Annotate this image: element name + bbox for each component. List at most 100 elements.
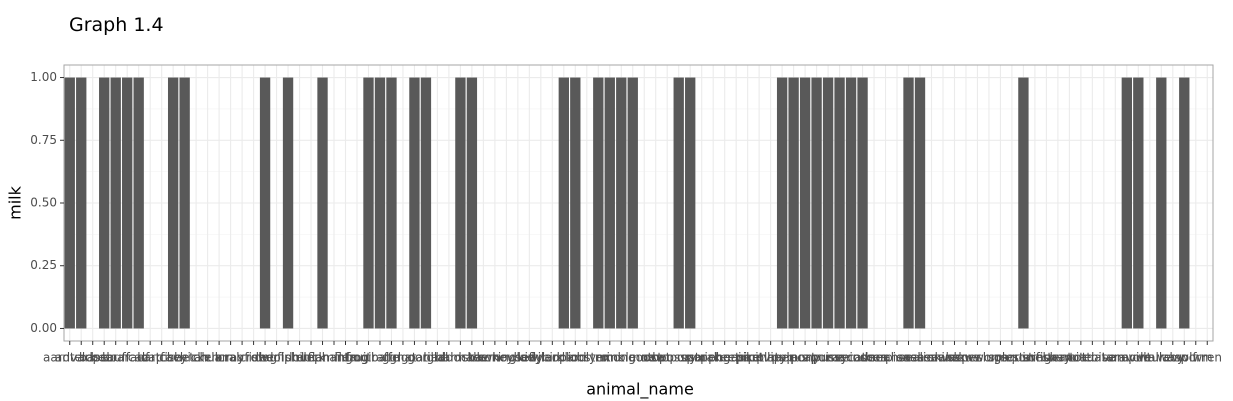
x-tick-label: wolf bbox=[1172, 351, 1197, 365]
x-tick-label: elephant bbox=[296, 351, 349, 365]
x-tick-label: wasp bbox=[1157, 351, 1188, 365]
y-tick-label: 0.75 bbox=[30, 133, 57, 147]
bar bbox=[776, 77, 788, 329]
x-tick-label: cheetah bbox=[160, 351, 209, 365]
bar bbox=[857, 77, 868, 329]
bar bbox=[570, 77, 581, 329]
x-tick-label: seasnake bbox=[903, 351, 959, 365]
bar bbox=[627, 77, 638, 329]
x-tick-label: lobster bbox=[566, 351, 608, 365]
x-tick-label: ostrich bbox=[681, 351, 722, 365]
bar bbox=[1018, 77, 1029, 329]
x-tick-label: seal bbox=[896, 351, 920, 365]
x-tick-label: duck bbox=[297, 351, 326, 365]
x-tick-label: pike bbox=[735, 351, 760, 365]
x-tick-label: buffalo bbox=[106, 351, 148, 365]
x-tick-label: penguin bbox=[700, 351, 749, 365]
x-tick-label: flea bbox=[334, 351, 356, 365]
chart-title: Graph 1.4 bbox=[69, 14, 164, 36]
grid bbox=[64, 65, 1213, 341]
x-tick-label: platypus bbox=[756, 351, 808, 365]
x-tick-label: gull bbox=[426, 351, 448, 365]
x-tick-label: clam bbox=[205, 351, 234, 365]
x-tick-label: puma bbox=[811, 351, 845, 365]
bar bbox=[914, 77, 926, 329]
x-tick-label: antelope bbox=[55, 351, 108, 365]
bar bbox=[845, 77, 857, 329]
x-tick-label: sparrow bbox=[988, 351, 1036, 365]
y-tick-label: 0.25 bbox=[30, 258, 57, 272]
x-tick-label: porpoise bbox=[791, 351, 843, 365]
x-tick-label: swan bbox=[1042, 351, 1073, 365]
bar bbox=[466, 77, 478, 329]
bar bbox=[788, 77, 799, 329]
x-tick-label: goat bbox=[401, 351, 428, 365]
y-tick-label: 0.00 bbox=[30, 321, 57, 335]
x-tick-label: girl bbox=[382, 351, 401, 365]
bar bbox=[282, 77, 294, 329]
x-tick-label: hamster bbox=[435, 351, 485, 365]
x-tick-label: oryx bbox=[677, 351, 703, 365]
x-tick-label: herring bbox=[473, 351, 516, 365]
x-tick-label: stingray bbox=[1022, 351, 1071, 365]
x-tick-label: pheasant bbox=[708, 351, 764, 365]
x-tick-label: housefly bbox=[492, 351, 543, 365]
x-tick-label: chub bbox=[193, 351, 222, 365]
x-tick-label: sole bbox=[988, 351, 1012, 365]
x-tick-label: hare bbox=[458, 351, 485, 365]
bar bbox=[834, 77, 845, 329]
x-tick-label: mink bbox=[595, 351, 625, 365]
bar bbox=[673, 77, 684, 329]
x-tick-label: worm bbox=[1179, 351, 1213, 365]
bar bbox=[76, 77, 87, 329]
x-tick-label: octopus bbox=[643, 351, 690, 365]
bar bbox=[903, 77, 914, 329]
x-tick-label: scorpion bbox=[860, 351, 911, 365]
bar bbox=[317, 77, 328, 329]
bar bbox=[811, 77, 822, 329]
x-tick-label: bear bbox=[91, 351, 118, 365]
bar bbox=[420, 77, 432, 329]
x-tick-label: crow bbox=[239, 351, 268, 365]
x-tick-label: mongoose bbox=[601, 351, 664, 365]
x-tick-label: dolphin bbox=[266, 351, 310, 365]
bar bbox=[167, 77, 179, 329]
x-tick-label: fruitbat bbox=[346, 351, 391, 365]
x-tick-label: dove bbox=[285, 351, 314, 365]
x-tick-label: slowworm bbox=[947, 351, 1007, 365]
x-tick-label: pussycat bbox=[813, 351, 867, 365]
x-tick-label: raccoon bbox=[827, 351, 875, 365]
bar bbox=[685, 77, 696, 329]
x-tick-label: bass bbox=[79, 351, 106, 365]
x-tick-label: leopard bbox=[541, 351, 586, 365]
bar bbox=[133, 77, 144, 329]
bar bbox=[1179, 77, 1190, 329]
x-tick-label: lion bbox=[564, 351, 586, 365]
x-tick-label: pony bbox=[790, 351, 820, 365]
x-tick-label: catfish bbox=[142, 351, 182, 365]
y-tick-label: 0.50 bbox=[30, 196, 57, 210]
bar bbox=[374, 77, 386, 329]
x-tick-label: squirrel bbox=[1001, 351, 1046, 365]
x-tick-label: hawk bbox=[468, 351, 500, 365]
x-tick-label: lynx bbox=[586, 351, 611, 365]
x-tick-label: crab bbox=[217, 351, 244, 365]
bar bbox=[455, 77, 466, 329]
bar bbox=[386, 77, 397, 329]
x-tick-label: deer bbox=[251, 351, 278, 365]
x-tick-label: toad bbox=[1067, 351, 1094, 365]
y-axis-title: milk bbox=[6, 185, 25, 219]
y-tick-label: 1.00 bbox=[30, 70, 57, 84]
x-tick-label: wren bbox=[1193, 351, 1222, 365]
x-tick-label: gnat bbox=[389, 351, 417, 365]
x-tick-label: moth bbox=[629, 351, 660, 365]
x-tick-label: opossum bbox=[652, 351, 706, 365]
bar bbox=[604, 77, 615, 329]
x-tick-label: vulture bbox=[1129, 351, 1171, 365]
bar bbox=[363, 77, 374, 329]
x-tick-label: tortoise bbox=[1069, 351, 1115, 365]
x-tick-label: pitviper bbox=[748, 351, 794, 365]
x-tick-label: carp bbox=[137, 351, 164, 365]
x-tick-label: frog bbox=[345, 351, 369, 365]
